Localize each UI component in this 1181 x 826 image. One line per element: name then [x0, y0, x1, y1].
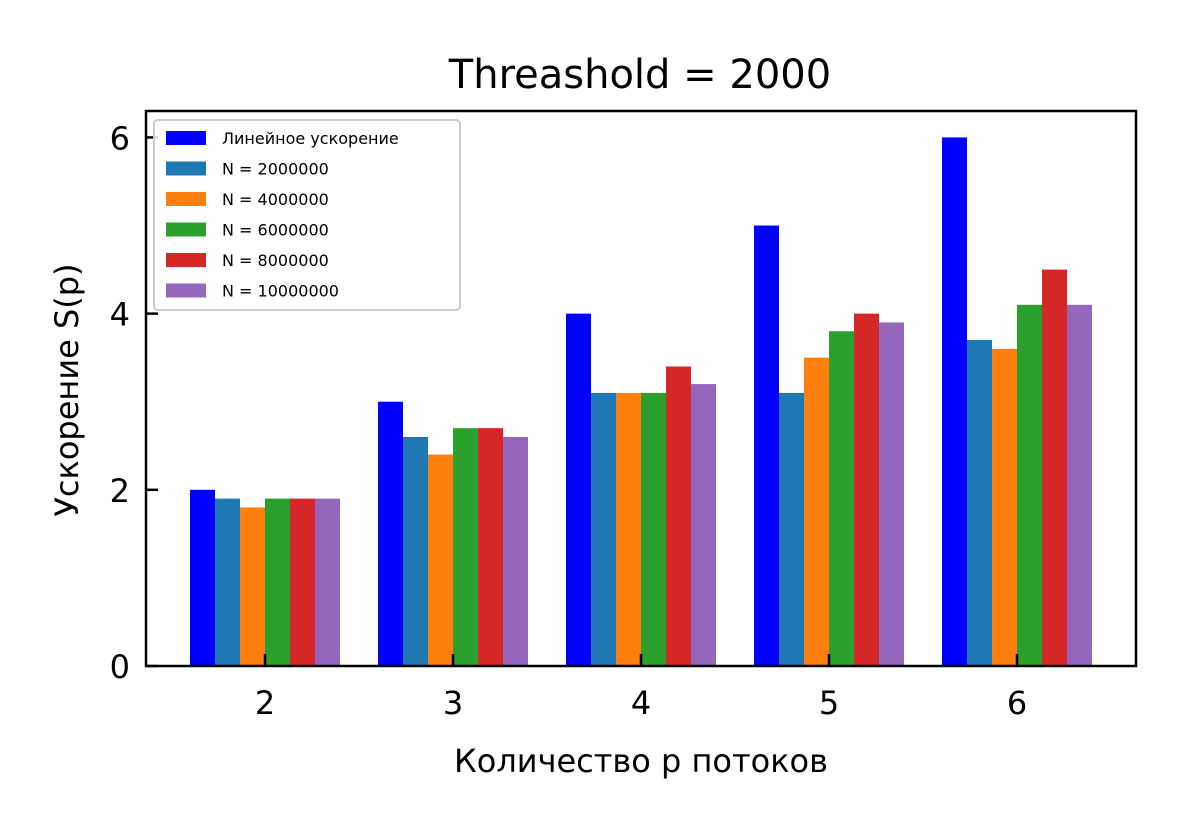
bar — [754, 225, 779, 666]
bar — [829, 331, 854, 666]
y-tick-label: 0 — [110, 648, 130, 686]
y-tick-label: 6 — [110, 119, 130, 157]
bar — [1017, 304, 1042, 666]
y-ticks-group: 0 2 4 6 — [110, 119, 158, 686]
x-tick-label: 3 — [443, 684, 463, 722]
legend-box — [153, 119, 461, 311]
legend-label: N = 2000000 — [222, 160, 329, 179]
legend-label: N = 4000000 — [222, 190, 329, 209]
x-tick-label: 4 — [631, 684, 651, 722]
bar — [428, 454, 453, 666]
bar — [453, 428, 478, 666]
bar — [879, 322, 904, 666]
y-tick-label: 2 — [110, 472, 130, 510]
legend-swatch — [166, 253, 206, 267]
x-ticks-group: 2 3 4 5 6 — [255, 654, 1027, 722]
bars-group — [190, 137, 1092, 666]
legend-swatch — [166, 131, 206, 145]
bar — [503, 436, 528, 666]
legend-swatch — [166, 222, 206, 237]
y-axis-label: Ускорение S(p) — [48, 263, 86, 516]
bar — [403, 436, 428, 666]
bar — [215, 498, 240, 666]
bar — [854, 313, 879, 666]
chart-title: Threashold = 2000 — [448, 52, 831, 98]
y-tick-label: 4 — [110, 296, 130, 334]
bar — [967, 340, 992, 666]
bar — [1067, 304, 1092, 666]
legend: Линейное ускорение N = 2000000 N = 4000000… — [153, 119, 461, 311]
bar — [378, 401, 403, 666]
bar — [1042, 269, 1067, 666]
bar — [240, 507, 265, 666]
bar — [591, 392, 616, 666]
bar — [290, 498, 315, 666]
bar — [478, 428, 503, 666]
legend-label: N = 10000000 — [222, 282, 339, 301]
bar — [942, 137, 967, 666]
x-tick-label: 5 — [819, 684, 839, 722]
bar — [265, 498, 290, 666]
legend-label: N = 8000000 — [222, 251, 329, 270]
bar — [804, 357, 829, 666]
bar — [779, 392, 804, 666]
legend-swatch — [166, 283, 206, 298]
bar — [641, 392, 666, 666]
bar — [190, 489, 215, 666]
legend-label: Линейное ускорение — [222, 129, 399, 148]
legend-swatch — [166, 192, 206, 206]
bar — [566, 313, 591, 666]
legend-label: N = 6000000 — [222, 221, 329, 240]
x-tick-label: 2 — [255, 684, 275, 722]
bar — [992, 348, 1017, 666]
bar — [315, 498, 340, 666]
legend-swatch — [166, 161, 206, 176]
bar — [666, 366, 691, 666]
bar — [616, 392, 641, 666]
x-tick-label: 6 — [1007, 684, 1027, 722]
x-axis-label: Количество p потоков — [454, 742, 828, 780]
bar — [691, 384, 716, 666]
